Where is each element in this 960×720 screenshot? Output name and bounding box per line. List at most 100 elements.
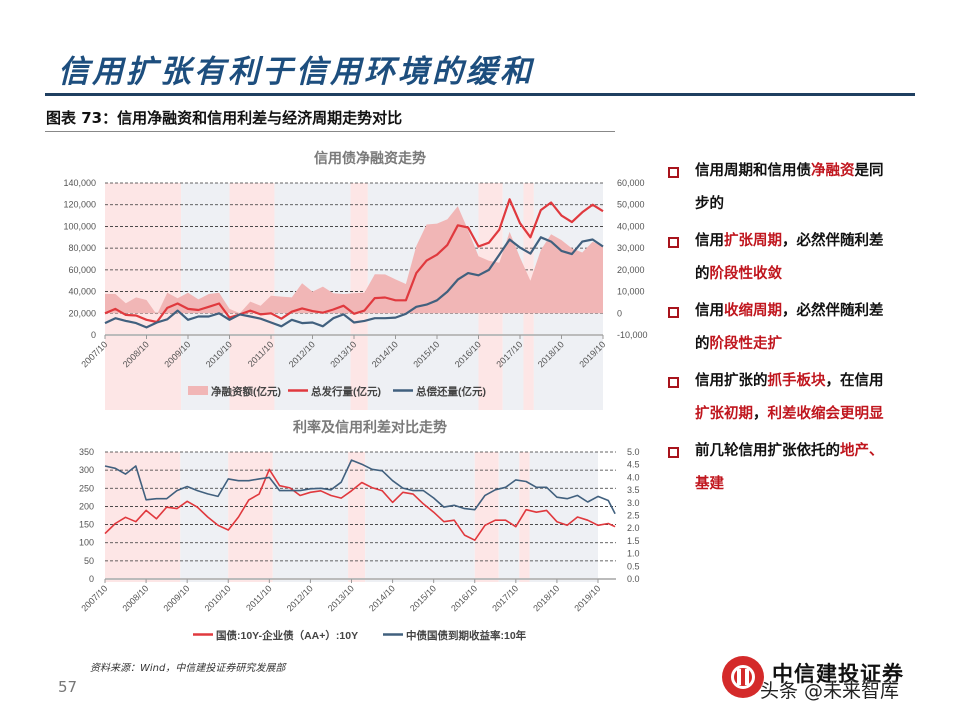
cycle-band-expansion — [228, 452, 273, 582]
x-tick-label: 2007/10 — [79, 583, 109, 613]
square-bullet-icon — [668, 447, 679, 458]
x-tick-label: 2016/10 — [449, 583, 479, 613]
bullet-text: ，在信用 — [825, 373, 884, 389]
cycle-band-expansion — [348, 452, 366, 582]
y-right-tick-label: 0 — [617, 308, 622, 318]
cycle-band-contraction — [365, 452, 475, 582]
bullet-text: ，必然伴随利差的 — [695, 303, 884, 352]
bullet-highlight-text: 阶段性走扩 — [709, 336, 783, 352]
y-left-tick-label: 200 — [79, 501, 94, 511]
x-tick-label: 2009/10 — [161, 583, 191, 613]
cycle-band-expansion — [519, 452, 530, 582]
y-left-tick-label: 50 — [84, 556, 94, 566]
series-line-2 — [104, 236, 604, 329]
slide-title: 信用扩张有利于信用环境的缓和 — [58, 54, 534, 90]
y-right-tick-label: 3.5 — [627, 485, 640, 495]
x-tick-label: 2007/10 — [79, 339, 109, 369]
bullet-highlight-text: 净融资 — [811, 163, 855, 179]
y-right-tick-label: 1.0 — [627, 549, 640, 559]
legend-label: 中债国债到期收益率:10年 — [406, 629, 527, 642]
logo-emblem-icon — [722, 656, 764, 698]
legend-swatch-area — [188, 386, 208, 395]
bullet-item: 信用扩张的抓手板块，在信用扩张初期，利差收缩会更明显 — [666, 365, 896, 431]
cycle-band-expansion — [105, 452, 181, 582]
bullet-item: 前几轮信用扩张依托的地产、基建 — [666, 435, 896, 501]
logo-text: 中信建投证券 — [772, 662, 904, 686]
y-left-tick-label: 250 — [79, 483, 94, 493]
y-right-tick-label: -10,000 — [617, 330, 648, 340]
x-tick-label: 2017/10 — [490, 583, 520, 613]
cycle-band-contraction — [529, 452, 598, 582]
y-left-tick-label: 100,000 — [63, 221, 96, 231]
title-divider — [45, 93, 915, 96]
cycle-band-contraction — [272, 452, 349, 582]
x-tick-label: 2011/10 — [244, 583, 274, 613]
series-line-1 — [104, 459, 616, 515]
legend-label: 净融资额(亿元) — [211, 385, 281, 398]
y-right-tick-label: 2.0 — [627, 523, 640, 533]
cycle-band-expansion — [474, 452, 499, 582]
bullet-text: ，必然伴随利差的 — [695, 233, 884, 282]
bullet-text: 信用 — [695, 303, 724, 319]
x-tick-label: 2013/10 — [326, 583, 356, 613]
x-tick-label: 2018/10 — [531, 583, 561, 613]
cycle-band-expansion — [229, 183, 275, 410]
y-right-tick-label: 40,000 — [617, 221, 645, 231]
bullet-highlight-text: 阶段性收敛 — [709, 266, 783, 282]
bullet-list: 信用周期和信用债净融资是同步的 信用扩张周期，必然伴随利差的阶段性收敛 信用收缩周期… — [666, 155, 896, 505]
y-left-tick-label: 150 — [79, 520, 94, 530]
y-left-tick-label: 300 — [79, 465, 94, 475]
y-left-tick-label: 60,000 — [68, 265, 96, 275]
y-right-tick-label: 3.0 — [627, 498, 640, 508]
y-right-tick-label: 1.5 — [627, 536, 640, 546]
watermark: 头条 @未来智库 — [760, 680, 900, 702]
company-logo: 中信建投证券 — [722, 654, 922, 704]
y-left-tick-label: 140,000 — [63, 178, 96, 188]
y-right-tick-label: 20,000 — [617, 265, 645, 275]
net-financing-area — [105, 206, 603, 315]
bullet-highlight-text: 利差收缩会更明显 — [767, 406, 884, 422]
y-left-tick-label: 40,000 — [68, 287, 96, 297]
y-left-tick-label: 100 — [79, 538, 94, 548]
x-tick-label: 2015/10 — [408, 583, 438, 613]
y-right-tick-label: 10,000 — [617, 287, 645, 297]
x-tick-label: 2008/10 — [120, 583, 150, 613]
square-bullet-icon — [668, 377, 679, 388]
bullet-item: 信用周期和信用债净融资是同步的 — [666, 155, 896, 221]
cycle-band-contraction — [180, 452, 229, 582]
y-right-tick-label: 4.5 — [627, 460, 640, 470]
figure-label: 图表 73：信用净融资和信用利差与经济周期走势对比 — [46, 109, 403, 127]
x-tick-label: 2012/10 — [285, 583, 315, 613]
square-bullet-icon — [668, 167, 679, 178]
bullet-highlight-text: 收缩周期 — [724, 303, 782, 319]
bullet-item: 信用收缩周期，必然伴随利差的阶段性走扩 — [666, 295, 896, 361]
y-right-tick-label: 5.0 — [627, 447, 640, 457]
bullet-highlight-text: 扩张周期 — [724, 233, 782, 249]
y-right-tick-label: 30,000 — [617, 243, 645, 253]
y-right-tick-label: 0.5 — [627, 561, 640, 571]
legend-label: 总发行量(亿元) — [311, 385, 381, 398]
bullet-text: ， — [753, 406, 768, 422]
legend-label: 国债:10Y-企业债（AA+）:10Y — [216, 629, 358, 642]
bullet-text: 信用 — [695, 233, 724, 249]
y-left-tick-label: 0 — [91, 330, 96, 340]
y-right-tick-label: 50,000 — [617, 200, 645, 210]
bullet-highlight-text: 地产、基建 — [695, 443, 884, 492]
cycle-band-contraction — [498, 452, 520, 582]
y-left-tick-label: 120,000 — [63, 200, 96, 210]
y-right-tick-label: 60,000 — [617, 178, 645, 188]
y-left-tick-label: 350 — [79, 447, 94, 457]
square-bullet-icon — [668, 237, 679, 248]
bullet-item: 信用扩张周期，必然伴随利差的阶段性收敛 — [666, 225, 896, 291]
y-right-tick-label: 2.5 — [627, 511, 640, 521]
x-tick-label: 2019/10 — [572, 583, 602, 613]
page-number: 57 — [58, 678, 78, 696]
legend-label: 总偿还量(亿元) — [416, 385, 486, 398]
y-left-tick-label: 0 — [89, 574, 94, 584]
series-line-1 — [104, 198, 604, 324]
bullet-text: 信用周期和信用债 — [695, 163, 811, 179]
y-left-tick-label: 20,000 — [68, 308, 96, 318]
x-tick-label: 2010/10 — [203, 583, 233, 613]
y-right-tick-label: 4.0 — [627, 472, 640, 482]
charts-canvas: 信用债净融资走势 0 20,000 40,000 60,000 80,000 100,000… — [63, 150, 648, 642]
